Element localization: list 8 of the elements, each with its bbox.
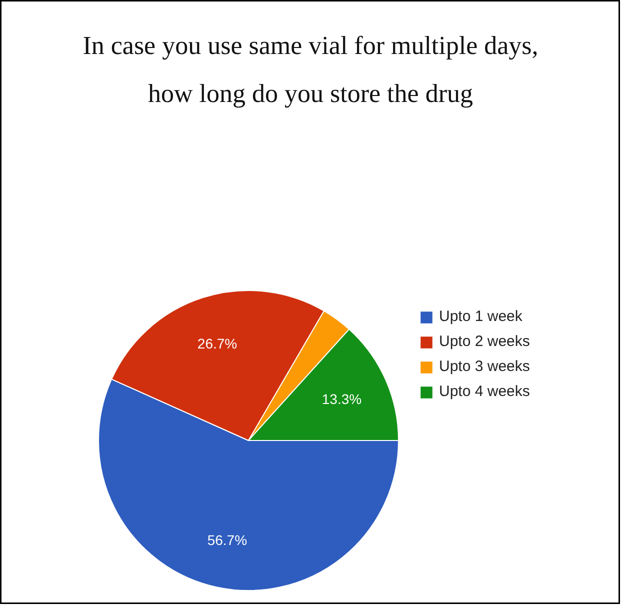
legend-label: Upto 2 weeks [439,333,530,350]
legend-label: Upto 1 week [439,308,522,325]
legend-label: Upto 3 weeks [439,358,530,375]
chart-title: In case you use same vial for multiple days, how long do you store the drug [82,31,538,108]
legend-label: Upto 4 weeks [439,383,530,400]
data-label: 56.7% [207,532,248,548]
data-label: 13.3% [322,391,362,408]
data-label: 26.7% [197,335,238,352]
